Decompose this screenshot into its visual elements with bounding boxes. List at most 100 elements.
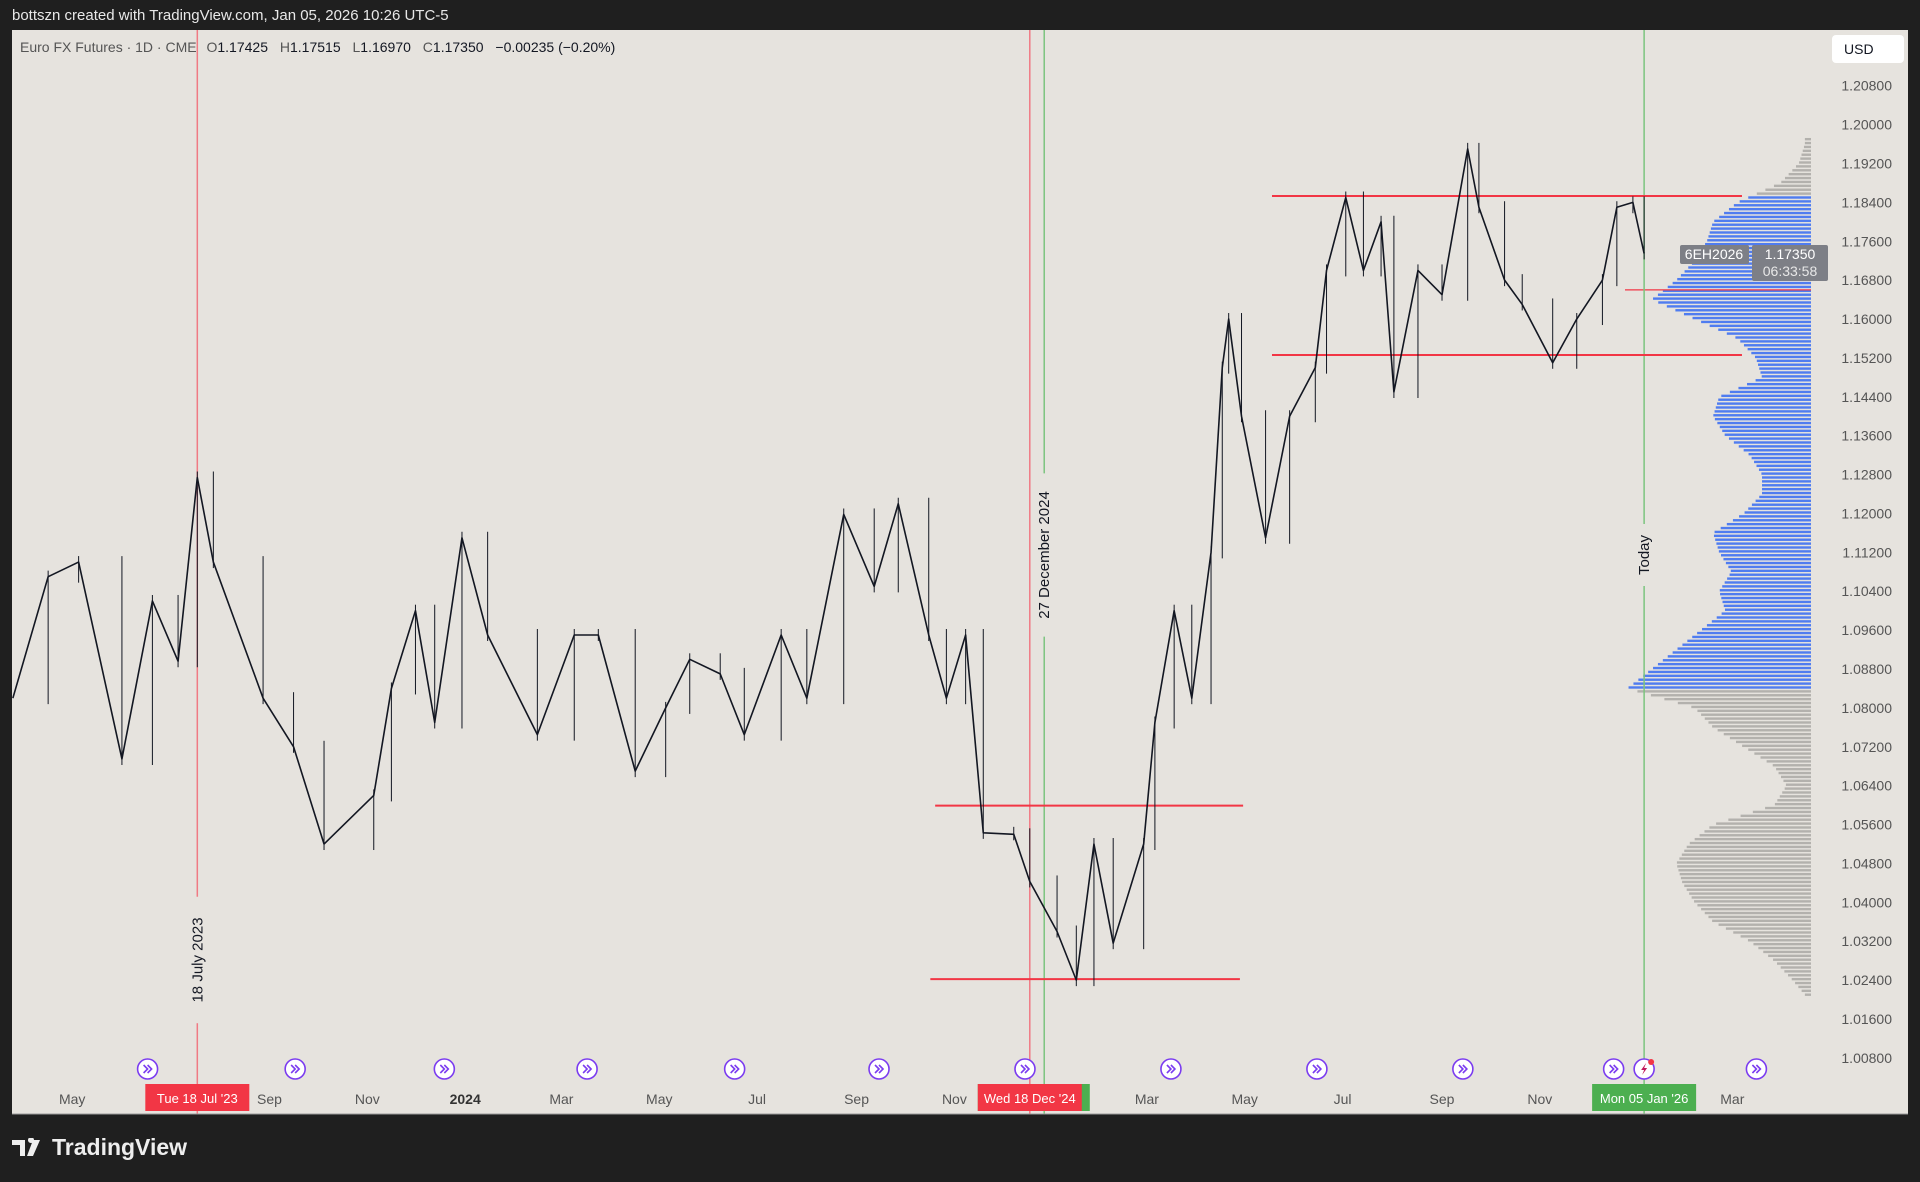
symbol-price-tag <box>1680 245 1749 264</box>
volume-profile-row <box>1708 235 1811 238</box>
symbol-tag-text: 6EH2026 <box>1685 246 1744 262</box>
volume-profile-row <box>1748 452 1811 456</box>
volume-profile-row <box>1689 892 1811 895</box>
arrow-glyph <box>582 1064 593 1074</box>
volume-profile-row <box>1650 694 1811 697</box>
open-label: O <box>206 39 218 55</box>
volume-profile-row <box>1728 818 1811 821</box>
volume-profile-row <box>1748 196 1811 199</box>
volume-profile-row <box>1708 721 1811 724</box>
volume-profile-row <box>1714 530 1811 534</box>
volume-profile-row <box>1761 472 1811 475</box>
volume-profile-row <box>1756 192 1811 195</box>
volume-profile-row <box>1748 507 1811 510</box>
volume-profile-row <box>1701 907 1811 911</box>
low-value: 1.16970 <box>360 39 411 55</box>
volume-profile-row <box>1719 589 1811 592</box>
volume-profile-row <box>1752 810 1811 814</box>
volume-profile-row <box>1692 316 1811 320</box>
price-tick: 1.03200 <box>1841 933 1892 949</box>
volume-profile-row <box>1666 305 1811 308</box>
arrow-glyph <box>143 1064 153 1074</box>
volume-profile-row <box>1730 569 1811 573</box>
volume-profile-row <box>1723 732 1811 736</box>
volume-profile-row <box>1667 285 1811 289</box>
volume-profile-row <box>1758 363 1811 366</box>
volume-profile-row <box>1672 651 1811 654</box>
volume-profile-row <box>1720 592 1811 596</box>
volume-profile-row <box>1717 421 1811 425</box>
volume-profile-row <box>1643 674 1811 678</box>
axis-labels: Tue 18 Jul '23 Wed 18 Dec '24 Mon 05 Jan '… <box>145 245 1828 1111</box>
volume-profile-row <box>1774 802 1811 806</box>
price-axis[interactable]: 1.20800 1.20000 1.19200 1.18400 1.17600 1.168… <box>1841 78 1892 1066</box>
countdown-text: 06:33:58 <box>1763 263 1818 279</box>
price-tick: 1.16000 <box>1841 311 1892 327</box>
price-tick: 1.20000 <box>1841 117 1892 133</box>
volume-profile-row <box>1684 270 1811 273</box>
time-tick: Mar <box>1720 1091 1744 1107</box>
volume-profile-row <box>1699 834 1811 837</box>
volume-profile-row <box>1733 204 1811 207</box>
low-label: L <box>352 39 361 55</box>
volume-profile-row <box>1725 561 1811 565</box>
volume-profile-row <box>1716 616 1811 619</box>
volume-profile-row <box>1709 324 1811 328</box>
volume-profile-row <box>1648 670 1811 674</box>
volume-profile-row <box>1679 872 1811 876</box>
volume-profile-row <box>1723 557 1811 561</box>
currency-button[interactable]: USD <box>1832 35 1904 63</box>
volume-profile-row <box>1801 989 1811 993</box>
time-axis[interactable]: May Sep Nov 2024 Mar May Jul Sep Nov Mar May Jul Sep… <box>12 1091 1908 1115</box>
volume-profile-row <box>1802 149 1811 153</box>
time-tick: May <box>646 1091 672 1107</box>
price-tick: 1.11200 <box>1842 544 1892 560</box>
volume-profile-row <box>1765 806 1811 810</box>
volume-profile-row <box>1717 546 1811 549</box>
volume-profile-row <box>1694 900 1811 903</box>
chart-panel[interactable] <box>12 30 1908 1114</box>
time-tick: Sep <box>257 1091 282 1107</box>
symbol-name[interactable]: Euro FX Futures · 1D · CME <box>20 39 197 55</box>
volume-profile-row <box>1664 697 1811 701</box>
open-value: 1.17425 <box>217 39 268 55</box>
date-axis-label: Mon 05 Jan '26 <box>1600 1091 1689 1106</box>
tradingview-logo[interactable]: TradingView <box>12 1134 187 1161</box>
volume-profile-row <box>1687 639 1811 643</box>
volume-profile-row <box>1799 161 1811 164</box>
volume-profile-row <box>1716 822 1811 825</box>
time-tick: Nov <box>942 1091 967 1107</box>
volume-profile-row <box>1721 612 1811 615</box>
volume-profile-row <box>1772 764 1811 767</box>
volume-profile-row <box>1751 503 1811 506</box>
volume-profile-row <box>1724 608 1811 611</box>
volume-profile-row <box>1720 554 1811 557</box>
volume-profile-row <box>1783 779 1811 783</box>
volume-profile-row <box>1667 655 1811 658</box>
time-tick: Mar <box>1135 1091 1159 1107</box>
volume-profile-row <box>1682 643 1811 646</box>
price-tick: 1.18400 <box>1841 194 1892 210</box>
arrow-glyph <box>1020 1064 1031 1074</box>
date-axis-label-bg <box>1592 1084 1697 1111</box>
price-tick: 1.04000 <box>1841 894 1892 910</box>
volume-profile-row <box>1677 865 1811 868</box>
volume-profile-row <box>1718 398 1811 401</box>
price-tick: 1.04800 <box>1841 855 1892 871</box>
volume-profile-row <box>1697 631 1811 635</box>
volume-profile-row <box>1713 414 1811 417</box>
volume-profile-row <box>1684 849 1811 853</box>
volume-profile-row <box>1735 740 1811 744</box>
volume-profile-row <box>1692 635 1811 639</box>
volume-profile-row <box>1740 814 1811 818</box>
volume-profile-row <box>1686 845 1811 849</box>
volume-profile-row <box>1784 970 1811 973</box>
price-tick: 1.01600 <box>1841 1011 1892 1027</box>
volume-profile-row <box>1762 487 1811 491</box>
price-tick: 1.13600 <box>1841 428 1892 444</box>
price-series <box>12 142 1645 987</box>
price-line <box>12 148 1645 981</box>
volume-profile-row <box>1761 375 1811 378</box>
volume-profile-row <box>1776 767 1811 771</box>
